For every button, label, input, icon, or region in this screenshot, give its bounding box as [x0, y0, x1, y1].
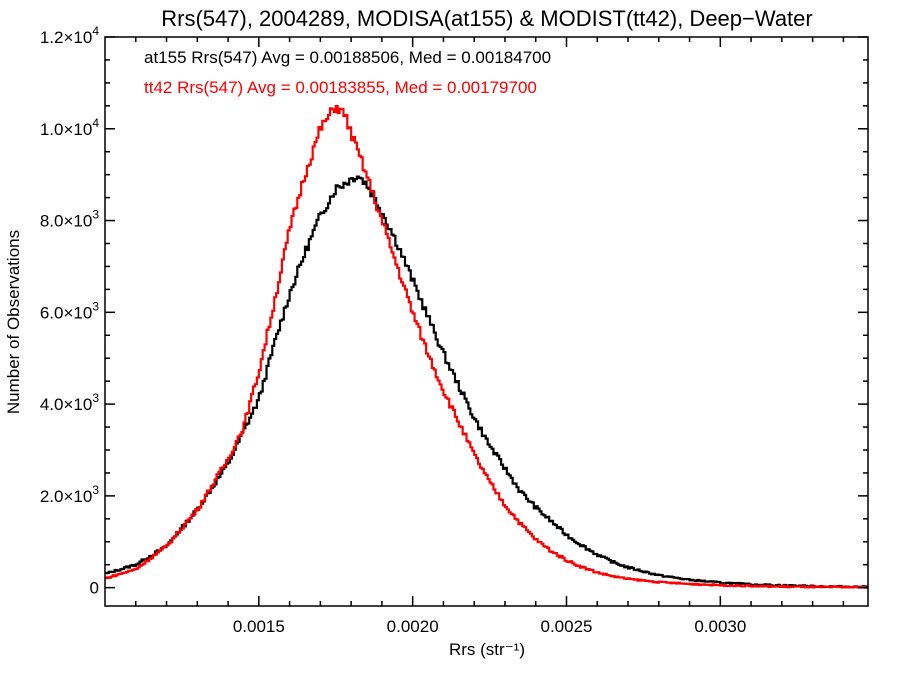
y-tick-label: 2.0×103 [40, 483, 99, 506]
x-tick-label: 0.0025 [540, 617, 592, 636]
x-tick-label: 0.0020 [387, 617, 439, 636]
legend-entry-tt42: tt42 Rrs(547) Avg = 0.00183855, Med = 0.… [144, 78, 537, 97]
x-axis: 0.0015 0.0020 0.0025 0.0030 [135, 37, 845, 636]
x-tick-label: 0.0030 [694, 617, 746, 636]
y-axis-title: Number of Observations [4, 230, 23, 414]
y-axis: 0 2.0×103 4.0×103 6.0×103 8.0×103 1.0×104 1.2×… [40, 24, 868, 598]
y-tick-label: 0 [90, 579, 99, 598]
x-axis-title: Rrs (str⁻¹) [449, 640, 525, 659]
plot-frame [104, 36, 869, 607]
y-tick-label: 4.0×103 [40, 391, 99, 414]
legend-entry-at155: at155 Rrs(547) Avg = 0.00188506, Med = 0… [144, 48, 551, 67]
y-tick-label: 1.2×104 [40, 24, 99, 47]
y-tick-label: 1.0×104 [40, 116, 99, 139]
series-lines [105, 104, 868, 589]
y-tick-label: 6.0×103 [40, 299, 99, 322]
x-tick-label: 0.0015 [233, 617, 285, 636]
chart-title: Rrs(547), 2004289, MODISA(at155) & MODIS… [161, 6, 812, 31]
series-line-tt42 [105, 104, 868, 589]
y-tick-label: 8.0×103 [40, 208, 99, 231]
